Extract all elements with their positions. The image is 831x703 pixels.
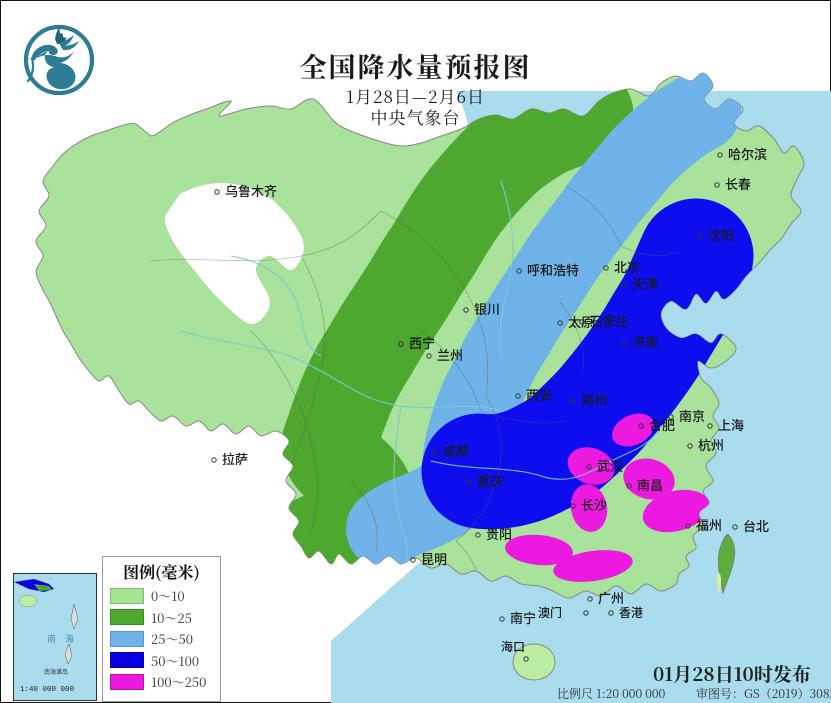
svg-text:南 海: 南 海 <box>47 632 74 645</box>
svg-text:银川: 银川 <box>474 299 500 318</box>
svg-text:南京: 南京 <box>679 406 705 425</box>
svg-text:长春: 长春 <box>725 174 751 193</box>
svg-text:北京: 北京 <box>614 257 640 276</box>
svg-text:成都: 成都 <box>443 441 469 460</box>
svg-text:济南: 济南 <box>632 332 658 351</box>
svg-text:西安: 西安 <box>526 385 552 404</box>
svg-text:天津: 天津 <box>632 274 658 293</box>
svg-text:南宁: 南宁 <box>510 608 536 627</box>
svg-text:武汉: 武汉 <box>597 456 623 475</box>
svg-text:乌鲁木齐: 乌鲁木齐 <box>225 181 277 200</box>
svg-text:长沙: 长沙 <box>581 495 607 514</box>
svg-text:郑州: 郑州 <box>581 390 607 409</box>
svg-text:石家庄: 石家庄 <box>590 311 629 330</box>
svg-text:合肥: 合肥 <box>649 415 675 434</box>
svg-text:上海: 上海 <box>718 415 744 434</box>
svg-text:西宁: 西宁 <box>409 333 435 352</box>
svg-text:台北: 台北 <box>743 516 769 535</box>
svg-text:海口: 海口 <box>501 638 525 655</box>
svg-text:哈尔滨: 哈尔滨 <box>728 144 767 163</box>
svg-text:南海诸岛: 南海诸岛 <box>44 667 68 676</box>
svg-text:福州: 福州 <box>696 515 722 534</box>
svg-text:南昌: 南昌 <box>637 475 663 494</box>
svg-text:重庆: 重庆 <box>477 471 503 490</box>
svg-text:贵阳: 贵阳 <box>486 524 512 543</box>
svg-text:沈阳: 沈阳 <box>708 225 734 244</box>
svg-text:呼和浩特: 呼和浩特 <box>527 260 579 279</box>
svg-text:1:40 000 000: 1:40 000 000 <box>20 686 75 694</box>
svg-text:兰州: 兰州 <box>437 345 463 364</box>
svg-text:昆明: 昆明 <box>421 549 447 568</box>
svg-text:澳门: 澳门 <box>538 604 562 621</box>
svg-text:香港: 香港 <box>619 604 643 621</box>
svg-text:拉萨: 拉萨 <box>222 449 248 468</box>
svg-text:杭州: 杭州 <box>698 435 724 454</box>
